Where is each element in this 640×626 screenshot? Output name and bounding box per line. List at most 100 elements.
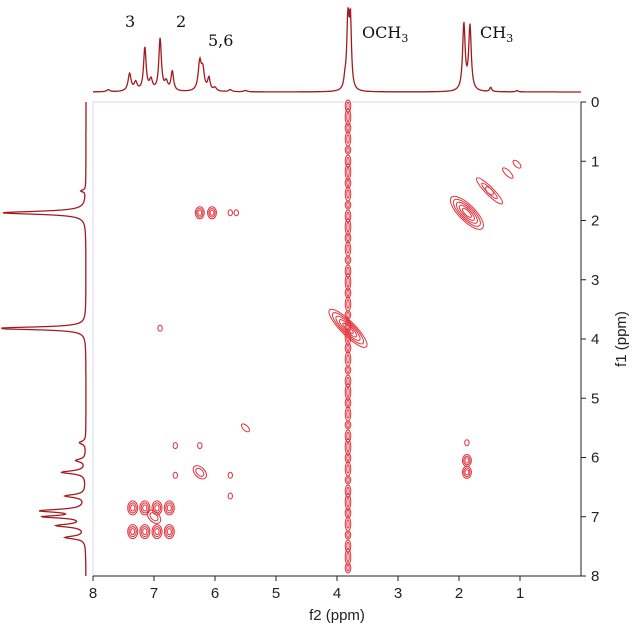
contour-ring [128, 502, 137, 514]
contour-ring [194, 206, 205, 220]
stripe-segment [344, 461, 352, 477]
cross-peak-19 [163, 500, 175, 516]
f1-axis: 0 1 2 3 4 5 6 7 8 [580, 94, 599, 585]
diagonal-peak-5.5 [241, 423, 250, 433]
stripe-segment-inner [346, 299, 350, 309]
y-tick-label: 0 [591, 94, 599, 111]
x-tick-label: 4 [333, 585, 341, 602]
y-tick-label: 1 [591, 153, 599, 170]
x-tick-label: 6 [211, 585, 219, 602]
diagonal-peak-1.87 [449, 195, 484, 230]
contour-ring [481, 182, 498, 200]
cross-peak-17 [151, 500, 163, 516]
contour-ring [151, 500, 163, 516]
contour-ring [154, 528, 160, 536]
diagonal-ridge-1.5 [475, 177, 504, 205]
cross-peak-6 [461, 454, 472, 467]
contour-ring [165, 526, 174, 538]
y-tick-label: 5 [591, 390, 599, 407]
stripe-segment-inner [346, 101, 350, 111]
stripe-segment-inner [346, 496, 350, 508]
contour-ring [461, 207, 472, 218]
contour-ring [197, 209, 203, 216]
y-tick-label: 7 [591, 509, 599, 526]
contour-ring [455, 201, 478, 224]
cross-peak-9 [197, 442, 203, 450]
stripe-segment-inner [346, 234, 350, 242]
peak-label-5-6: 5,6 [208, 31, 233, 50]
stripe-segment-inner [346, 519, 350, 529]
contour-ring [140, 526, 149, 538]
stripe-segment [344, 397, 352, 409]
cross-peak-14 [127, 524, 139, 540]
stripe-segment-inner [346, 312, 350, 318]
stripe-segment-inner [346, 147, 350, 153]
contour-ring [127, 524, 139, 540]
contour-ring [458, 204, 475, 221]
stripe-segment [344, 420, 352, 430]
stripe-segment [344, 530, 352, 540]
contour-ring [152, 526, 162, 538]
contour-ring [165, 502, 174, 514]
stripe-segment-inner [346, 409, 350, 419]
stripe-segment-inner [346, 124, 350, 132]
contour-ring [207, 206, 217, 220]
contour-ring [139, 524, 151, 540]
x-tick-label: 7 [150, 585, 158, 602]
diagonal-peaks [146, 159, 522, 524]
stripe-segment [344, 255, 352, 265]
contour-ring [464, 439, 470, 447]
contour-ring [130, 528, 136, 536]
f1-projection-spectrum [1, 102, 87, 576]
y-tick-label: 6 [591, 450, 599, 467]
stripe-segment-inner [346, 221, 350, 233]
contour-ring [452, 198, 481, 227]
stripe-segment [344, 296, 352, 312]
stripe-segment-inner [346, 156, 350, 166]
contour-ring [151, 524, 163, 540]
peak-label-2: 2 [176, 12, 186, 31]
stripe-segment-inner [346, 477, 350, 483]
stripe-segment-inner [346, 244, 350, 254]
stripe-segment [344, 200, 352, 210]
contour-ring [208, 208, 216, 218]
contour-ring [342, 322, 354, 334]
stripe-segment [344, 287, 352, 299]
contour-ring [209, 209, 215, 216]
stripe-segment [344, 131, 352, 147]
contour-ring [172, 442, 179, 450]
cross-peaks [127, 206, 472, 540]
contour-ring [128, 526, 137, 538]
stripe-segment-inner [346, 266, 350, 276]
x-tick-label: 5 [272, 585, 280, 602]
stripe-segment [344, 351, 352, 367]
diagonal-peak-1.05 [512, 159, 522, 169]
diagonal-peak-3.82 [328, 308, 368, 348]
stripe-segment [344, 475, 352, 485]
contour-ring [127, 500, 139, 516]
contour-ring [154, 504, 160, 512]
contour-ring [166, 528, 172, 536]
contour-ring [142, 528, 148, 536]
cross-peak-18 [151, 524, 163, 540]
contour-ring [233, 209, 240, 217]
diagonal-ridge-1.2 [502, 167, 514, 179]
stripe-segment [344, 186, 352, 202]
stripe-segment [344, 241, 352, 257]
stripe-segment-inner [346, 189, 350, 199]
stripe-segment-inner [346, 541, 350, 551]
contour-ring [163, 524, 175, 540]
stripe-segment [344, 452, 352, 464]
stripe-segment-inner [346, 166, 350, 178]
stripe-segment-inner [346, 289, 350, 297]
stripe-segment-inner [346, 211, 350, 221]
contour-ring [463, 455, 471, 466]
stripe-segment-inner [346, 441, 350, 453]
stripe-segment-inner [346, 532, 350, 538]
contour-ring [512, 159, 522, 169]
peak-labels: 3 2 5,6 OCH3 CH3 [125, 12, 513, 50]
f2-projection-trace [93, 7, 581, 93]
contour-ring [464, 469, 470, 476]
stripe-segment-inner [346, 344, 350, 352]
y-axis-title: f1 (ppm) [613, 311, 630, 367]
